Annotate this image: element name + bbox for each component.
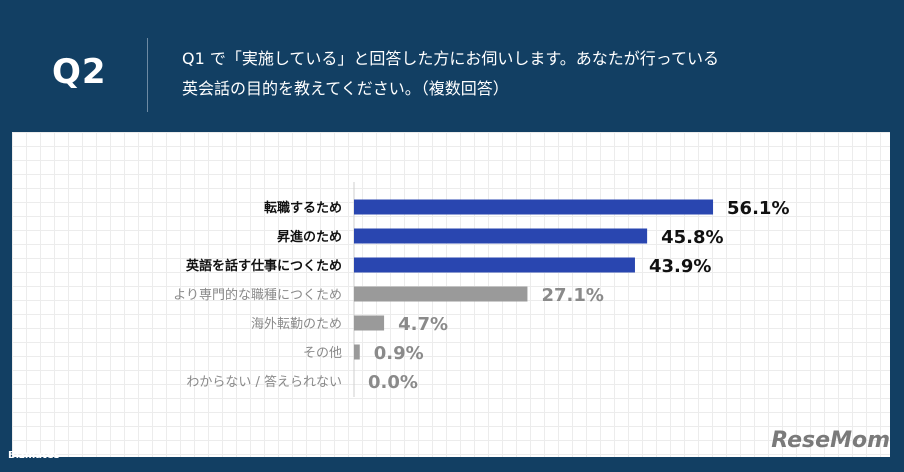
category-label: 昇進のため: [277, 229, 342, 245]
category-label: より専門的な職種につくため: [173, 287, 342, 303]
question-text: Q1 で「実施している」と回答した方にお伺いします。あなたが行っている 英会話の…: [182, 44, 872, 104]
value-label: 45.8%: [661, 227, 723, 248]
chart-card: 転職するため 56.1% 昇進のため 45.8% 英語を話す仕事につくため 43.9% より…: [12, 132, 890, 457]
bar: [354, 344, 360, 360]
header-divider: [147, 38, 148, 112]
category-label: 海外転勤のため: [251, 317, 342, 332]
category-label: わからない / 答えられない: [186, 374, 342, 390]
question-line-1: Q1 で「実施している」と回答した方にお伺いします。あなたが行っている: [182, 49, 719, 68]
bar: [354, 286, 528, 302]
value-label: 56.1%: [727, 198, 789, 219]
bar: [354, 199, 714, 215]
category-label: その他: [303, 346, 342, 361]
resemom-watermark: ReseMom: [771, 428, 890, 453]
bar-chart: 転職するため 56.1% 昇進のため 45.8% 英語を話す仕事につくため 43.9% より…: [173, 182, 789, 397]
bar: [354, 228, 648, 244]
value-label: 4.7%: [398, 314, 448, 335]
value-label: 43.9%: [649, 256, 711, 277]
header: Q2 Q1 で「実施している」と回答した方にお伺いします。あなたが行っている 英…: [0, 0, 904, 132]
category-label: 転職するため: [264, 200, 342, 216]
value-label: 27.1%: [541, 285, 603, 306]
question-line-2: 英会話の目的を教えてください。（複数回答）: [182, 79, 509, 98]
value-label: 0.9%: [374, 343, 424, 364]
category-label: 英語を話す仕事につくため: [185, 258, 342, 274]
question-number: Q2: [52, 52, 107, 92]
bizmates-logo: Bizmates: [8, 450, 60, 461]
bar: [354, 257, 635, 273]
bar: [354, 315, 385, 331]
value-label: 0.0%: [368, 372, 418, 393]
